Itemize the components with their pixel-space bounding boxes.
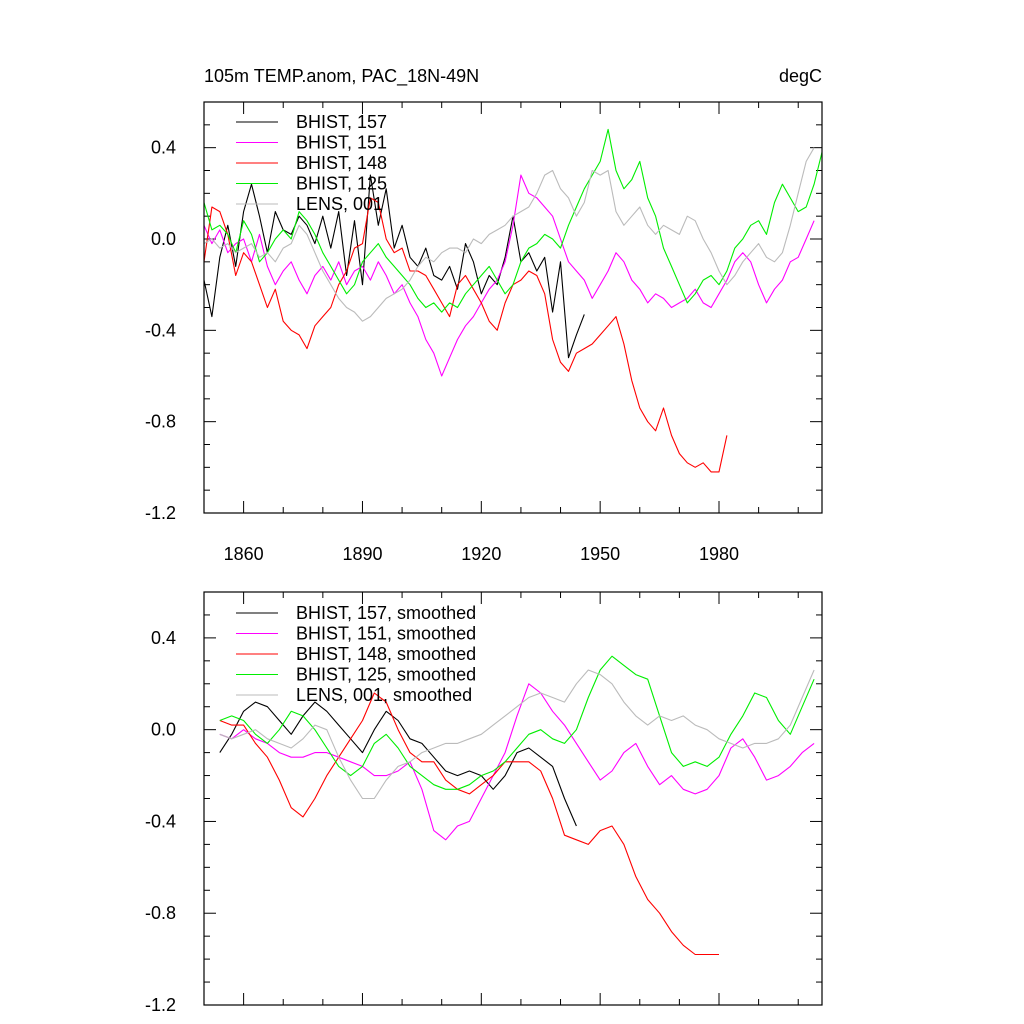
top-panel-lines bbox=[203, 128, 823, 473]
y-tick-label: 0.0 bbox=[151, 229, 176, 249]
series-line-1 bbox=[203, 174, 815, 377]
y-tick-label: -0.8 bbox=[145, 903, 176, 923]
legend-label-2: BHIST, 148, smoothed bbox=[296, 644, 476, 664]
top-panel-ticks: 0.4 0.0 -0.4 -0.8 -1.2 1860 1890 1920 1950 1980 bbox=[145, 101, 822, 564]
x-tick-label: 1950 bbox=[580, 544, 620, 564]
legend-label-1: BHIST, 151 bbox=[296, 133, 387, 153]
legend-label-2: BHIST, 148 bbox=[296, 153, 387, 173]
legend-label-3: BHIST, 125 bbox=[296, 174, 387, 194]
legend-label-0: BHIST, 157, smoothed bbox=[296, 603, 476, 623]
x-tick-label: 1980 bbox=[699, 544, 739, 564]
y-tick-label: 0.4 bbox=[151, 138, 176, 158]
y-tick-label: -0.8 bbox=[145, 412, 176, 432]
legend-label-1: BHIST, 151, smoothed bbox=[296, 624, 476, 644]
y-tick-label: -0.4 bbox=[145, 320, 176, 340]
bottom-panel-ticks: 0.4 0.0 -0.4 -0.8 -1.2 bbox=[145, 591, 822, 1015]
bottom-panel: 0.40.0-0.4-0.8-1.2 BHIST, 157, smoothedB… bbox=[145, 591, 823, 1015]
legend-label-4: LENS, 001 bbox=[296, 194, 383, 214]
y-tick-label: -1.2 bbox=[145, 503, 176, 523]
series-line-4 bbox=[203, 147, 815, 322]
series-line-4 bbox=[219, 669, 815, 800]
chart-title: 105m TEMP.anom, PAC_18N-49N bbox=[204, 66, 479, 87]
series-line-2 bbox=[203, 197, 728, 473]
legend-label-4: LENS, 001, smoothed bbox=[296, 685, 472, 705]
bottom-panel-lines bbox=[219, 655, 815, 956]
series-line-1 bbox=[219, 683, 815, 841]
y-tick-label: 0.0 bbox=[151, 720, 176, 740]
y-tick-label: -0.4 bbox=[145, 811, 176, 831]
series-line-3 bbox=[219, 655, 815, 790]
x-tick-label: 1920 bbox=[461, 544, 501, 564]
legend-label-3: BHIST, 125, smoothed bbox=[296, 665, 476, 685]
units-label: degC bbox=[779, 66, 822, 86]
x-tick-label: 1860 bbox=[224, 544, 264, 564]
series-line-2 bbox=[219, 692, 719, 956]
y-tick-label: 0.4 bbox=[151, 628, 176, 648]
top-panel: 105m TEMP.anom, PAC_18N-49N degC 0.4 0.0 -… bbox=[145, 66, 823, 564]
bottom-plot-frame bbox=[203, 591, 823, 1006]
y-tick-label: -1.2 bbox=[145, 995, 176, 1015]
series-line-3 bbox=[203, 128, 823, 313]
legend-label-0: BHIST, 157 bbox=[296, 112, 387, 132]
series-line-0 bbox=[219, 701, 577, 827]
top-plot-frame bbox=[203, 101, 823, 514]
x-tick-label: 1890 bbox=[342, 544, 382, 564]
